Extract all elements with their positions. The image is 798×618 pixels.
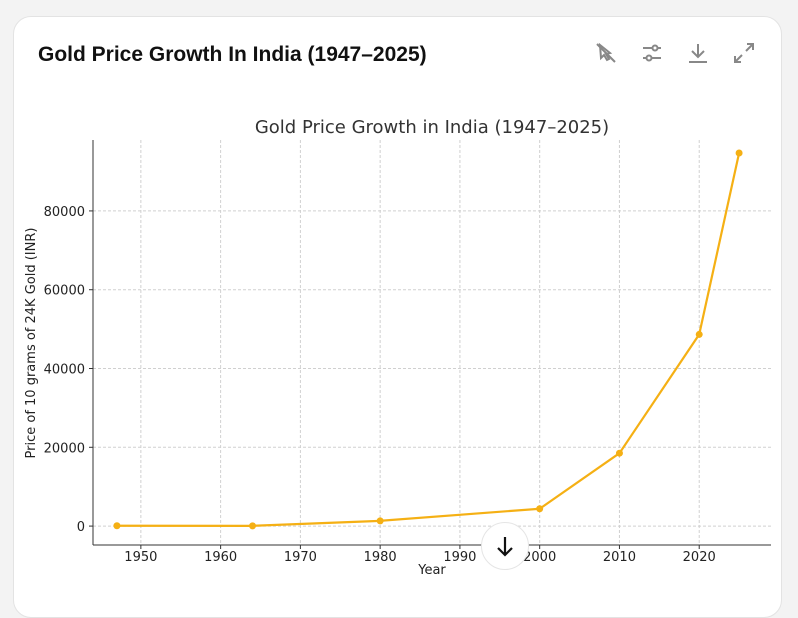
data-point (615, 449, 623, 457)
x-tick-label: 1980 (364, 550, 397, 565)
card-title: Gold Price Growth In India (1947–2025) (38, 43, 427, 66)
x-tick-label: 1960 (204, 550, 237, 565)
expand-icon[interactable] (732, 41, 756, 65)
x-tick-label: 1950 (124, 550, 157, 565)
arrow-down-icon (497, 537, 513, 557)
x-axis-label: Year (417, 563, 446, 576)
line-chart: Gold Price Growth in India (1947–2025) Y… (24, 117, 771, 576)
x-tick-label: 1990 (443, 550, 476, 565)
scroll-down-button[interactable] (481, 522, 529, 570)
data-point (113, 522, 121, 530)
x-tick-label: 2020 (683, 550, 716, 565)
x-tick-label: 1970 (284, 550, 317, 565)
settings-sliders-icon[interactable] (640, 41, 664, 65)
data-point (249, 522, 257, 530)
y-tick-label: 60000 (44, 284, 85, 299)
x-tick-label: 2000 (523, 550, 556, 565)
download-icon[interactable] (686, 41, 710, 65)
y-tick-label: 80000 (44, 205, 85, 220)
chart-title: Gold Price Growth in India (1947–2025) (255, 117, 609, 138)
y-tick-label: 20000 (44, 441, 85, 456)
interactive-toggle-icon[interactable] (594, 41, 618, 65)
data-point (376, 517, 384, 525)
y-tick-label: 0 (77, 520, 85, 535)
y-tick-label: 40000 (44, 363, 85, 378)
data-point (536, 505, 544, 513)
y-axis-label: Price of 10 grams of 24K Gold (INR) (24, 228, 39, 459)
x-tick-label: 2010 (603, 550, 636, 565)
data-point (735, 149, 743, 157)
data-point (695, 330, 703, 338)
series-line (116, 152, 741, 527)
